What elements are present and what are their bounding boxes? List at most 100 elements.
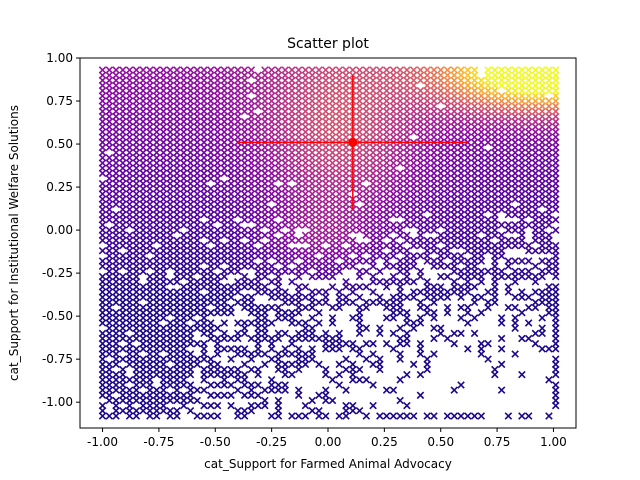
scatter-point [267, 288, 276, 296]
scatter-point [254, 365, 262, 374]
scatter-point [267, 319, 276, 327]
scatter-point [376, 293, 384, 301]
scatter-point [240, 241, 249, 250]
scatter-point [531, 339, 540, 348]
scatter-point [193, 339, 202, 348]
scatter-point [274, 267, 283, 276]
scatter-point [531, 298, 540, 307]
scatter-point [308, 407, 316, 415]
scatter-point [288, 293, 296, 301]
scatter-point [484, 298, 492, 307]
scatter-point [376, 355, 384, 363]
scatter-point [362, 298, 371, 307]
scatter-point [511, 314, 519, 322]
scatter-point [470, 293, 479, 301]
scatter-point [146, 257, 154, 265]
scatter-point [416, 339, 425, 348]
scatter-point [267, 66, 276, 74]
scatter-point [294, 386, 303, 394]
scatter-point [281, 308, 289, 317]
scatter-point [267, 334, 276, 343]
scatter-point [362, 241, 371, 250]
scatter-point [321, 412, 330, 420]
scatter-point [132, 345, 141, 353]
scatter-point [220, 267, 229, 276]
scatter-point [362, 376, 371, 384]
scatter-point [139, 66, 147, 74]
scatter-point [409, 288, 418, 296]
scatter-point [504, 236, 513, 245]
scatter-point [288, 412, 296, 420]
mean-errorbars [237, 75, 468, 210]
scatter-point [321, 365, 330, 374]
scatter-point [477, 339, 486, 348]
scatter-point [200, 339, 208, 348]
scatter-point [524, 412, 533, 420]
scatter-point [497, 66, 506, 74]
scatter-point [213, 324, 222, 332]
scatter-point [139, 355, 147, 363]
scatter-point [166, 66, 174, 74]
scatter-point [389, 66, 398, 74]
scatter-point [409, 277, 418, 286]
scatter-point [531, 246, 540, 255]
scatter-point [139, 391, 147, 400]
scatter-point [261, 396, 269, 405]
scatter-point [281, 345, 289, 353]
scatter-point [119, 252, 127, 260]
scatter-point [389, 345, 398, 353]
scatter-point [382, 66, 391, 74]
scatter-point [376, 277, 384, 286]
scatter-point [355, 376, 364, 384]
x-tick-label: -0.50 [200, 435, 231, 449]
scatter-point [369, 288, 377, 296]
scatter-point [220, 283, 229, 291]
scatter-point [200, 293, 208, 301]
scatter-point [247, 365, 256, 374]
scatter-point [450, 329, 459, 338]
scatter-point [288, 246, 296, 255]
scatter-point [220, 329, 229, 338]
scatter-point [240, 407, 249, 415]
scatter-point [369, 360, 377, 369]
scatter-point [179, 231, 188, 240]
scatter-point [436, 231, 445, 240]
scatter-point [254, 246, 262, 255]
scatter-point [545, 257, 553, 265]
y-tick-label: 0.50 [46, 137, 73, 151]
scatter-point [234, 407, 242, 415]
scatter-point [335, 412, 344, 420]
scatter-point [416, 86, 425, 95]
scatter-point [220, 365, 229, 374]
scatter-point [119, 272, 127, 281]
scatter-point [200, 386, 208, 394]
scatter-point [403, 293, 411, 301]
x-tick-label: 0.75 [484, 435, 511, 449]
scatter-point [484, 355, 492, 363]
scatter-point [531, 288, 540, 296]
scatter-point [423, 412, 431, 420]
scatter-point [396, 334, 404, 343]
scatter-point [518, 288, 526, 296]
scatter-point [511, 236, 519, 245]
scatter-point [355, 267, 364, 276]
scatter-point [234, 298, 242, 307]
scatter-point [288, 267, 296, 276]
scatter-point [389, 262, 398, 270]
scatter-point [349, 298, 357, 307]
scatter-point [213, 391, 222, 400]
scatter-point [200, 412, 208, 420]
scatter-point [409, 360, 418, 369]
scatter-point [362, 66, 371, 74]
scatter-point [362, 257, 371, 265]
scatter-point [335, 66, 344, 74]
scatter-point [409, 319, 418, 327]
scatter-point [545, 412, 553, 420]
scatter-point [491, 66, 499, 74]
scatter-point [294, 283, 303, 291]
scatter-point [355, 303, 364, 312]
scatter-point [511, 267, 519, 276]
scatter-point [511, 205, 519, 214]
scatter-point [240, 370, 249, 379]
scatter-point [551, 226, 560, 234]
